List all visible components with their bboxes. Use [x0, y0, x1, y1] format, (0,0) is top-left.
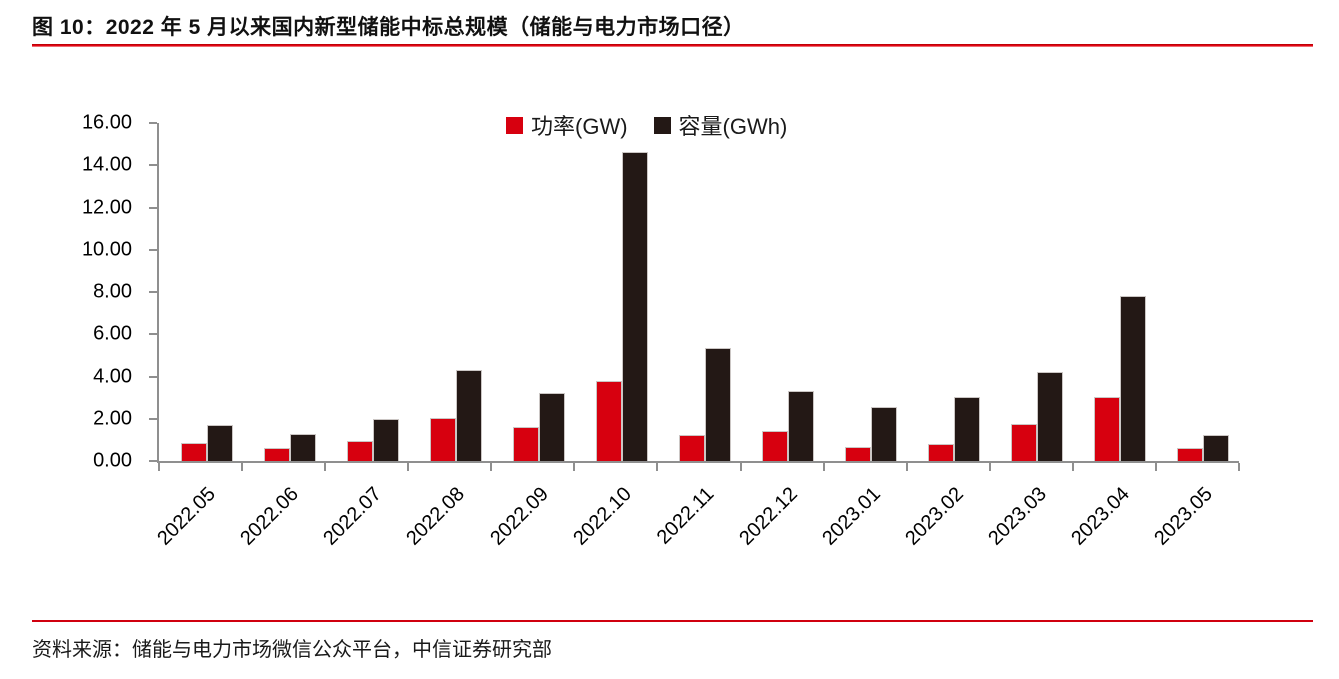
- y-axis-tick: [149, 248, 157, 251]
- bar-power-2022.08: [429, 417, 456, 461]
- bar-chart-plot-area: 0.00 2.00 4.00 6.00 8.00 10.00 12.00 14.00 16.00…: [82, 112, 1240, 550]
- x-axis-label: 2022.10: [568, 483, 636, 550]
- bar-capacity-2022.10: [621, 151, 648, 461]
- y-axis-label: 10.00: [81, 238, 132, 261]
- bar-power-2023.02: [928, 444, 955, 461]
- bar-power-2022.09: [512, 427, 539, 461]
- bar-power-2023.05: [1177, 448, 1204, 461]
- legend-swatch-capacity-icon: [653, 116, 671, 134]
- bar-capacity-2023.04: [1120, 296, 1147, 461]
- x-axis-label: 2022.05: [153, 483, 221, 550]
- y-axis-label: 8.00: [93, 280, 132, 303]
- x-axis-tick: [1071, 463, 1074, 471]
- bar-capacity-2023.02: [954, 396, 981, 461]
- bar-power-2022.11: [679, 434, 705, 461]
- x-axis-tick: [407, 463, 410, 471]
- bar-capacity-2023.05: [1203, 434, 1230, 461]
- legend-label-capacity: 容量(GWh): [678, 114, 788, 139]
- bar-capacity-2022.06: [289, 433, 316, 461]
- y-axis-tick: [149, 122, 157, 124]
- bar-power-2023.01: [845, 447, 872, 461]
- bar-capacity-2022.08: [455, 370, 482, 461]
- x-axis-tick: [158, 463, 160, 471]
- x-axis-tick: [739, 463, 742, 471]
- chart-legend: 功率(GW) 容量(GWh): [506, 109, 787, 141]
- figure-title: 图 10：2022 年 5 月以来国内新型储能中标总规模（储能与电力市场口径）: [32, 16, 745, 39]
- y-axis-tick: [149, 417, 157, 420]
- bar-capacity-2022.11: [705, 347, 731, 461]
- title-underline-rule: [32, 44, 1313, 47]
- bar-power-2022.10: [595, 380, 622, 461]
- x-axis-tick: [1154, 463, 1157, 471]
- bar-power-2022.06: [263, 448, 290, 461]
- x-axis-label: 2022.12: [734, 483, 802, 550]
- x-axis-tick: [988, 463, 991, 471]
- y-axis-tick: [149, 291, 157, 293]
- x-axis-tick: [822, 463, 825, 471]
- x-axis-label: 2023.01: [818, 483, 885, 550]
- x-axis-label: 2022.08: [402, 483, 470, 550]
- x-axis-tick: [241, 463, 244, 471]
- y-axis-tick: [149, 206, 157, 209]
- bar-capacity-2022.05: [206, 425, 233, 461]
- x-axis-tick: [656, 463, 659, 471]
- bar-power-2023.03: [1011, 424, 1038, 461]
- bar-power-2022.12: [762, 431, 789, 461]
- y-axis-label: 12.00: [81, 196, 132, 218]
- bar-capacity-2022.12: [788, 391, 815, 461]
- x-axis-label: 2022.06: [236, 483, 304, 550]
- bar-power-2022.07: [346, 440, 373, 461]
- y-axis-label: 4.00: [93, 365, 132, 387]
- x-axis-label: 2023.05: [1150, 483, 1218, 550]
- y-axis-label: 14.00: [81, 153, 132, 176]
- bar-power-2023.04: [1094, 396, 1121, 461]
- y-axis-tick: [149, 164, 157, 167]
- x-axis-label: 2023.03: [984, 483, 1051, 550]
- source-note: 资料来源：储能与电力市场微信公众平台，中信证券研究部: [32, 639, 552, 661]
- y-axis-label: 16.00: [81, 111, 132, 134]
- legend-item-power: 功率(GW): [506, 109, 628, 141]
- y-axis-tick: [149, 460, 157, 462]
- x-axis-label: 2023.04: [1067, 483, 1134, 550]
- x-axis-label: 2022.11: [652, 483, 719, 549]
- x-axis-label: 2022.09: [485, 483, 553, 550]
- y-axis-tick: [149, 333, 157, 336]
- y-axis-tick: [149, 375, 157, 378]
- x-axis-tick: [1238, 463, 1240, 471]
- legend-swatch-power-icon: [506, 116, 523, 134]
- bar-capacity-2022.09: [538, 393, 565, 461]
- x-axis-tick: [490, 463, 493, 471]
- bar-capacity-2023.01: [871, 407, 898, 461]
- y-axis-label: 6.00: [93, 322, 132, 345]
- bar-capacity-2022.07: [372, 418, 399, 461]
- legend-item-capacity: 容量(GWh): [653, 109, 788, 141]
- bar-power-2022.05: [180, 443, 207, 461]
- y-axis-label: 0.00: [93, 449, 132, 472]
- x-axis-label: 2023.02: [901, 483, 968, 550]
- y-axis-label: 2.00: [93, 407, 132, 430]
- legend-label-power: 功率(GW): [531, 114, 628, 139]
- x-axis-label: 2022.07: [319, 483, 387, 550]
- x-axis-tick: [573, 463, 576, 471]
- x-axis-tick: [324, 463, 327, 471]
- x-axis-tick: [905, 463, 908, 471]
- source-divider-rule: [32, 620, 1313, 622]
- bar-capacity-2023.03: [1037, 372, 1064, 461]
